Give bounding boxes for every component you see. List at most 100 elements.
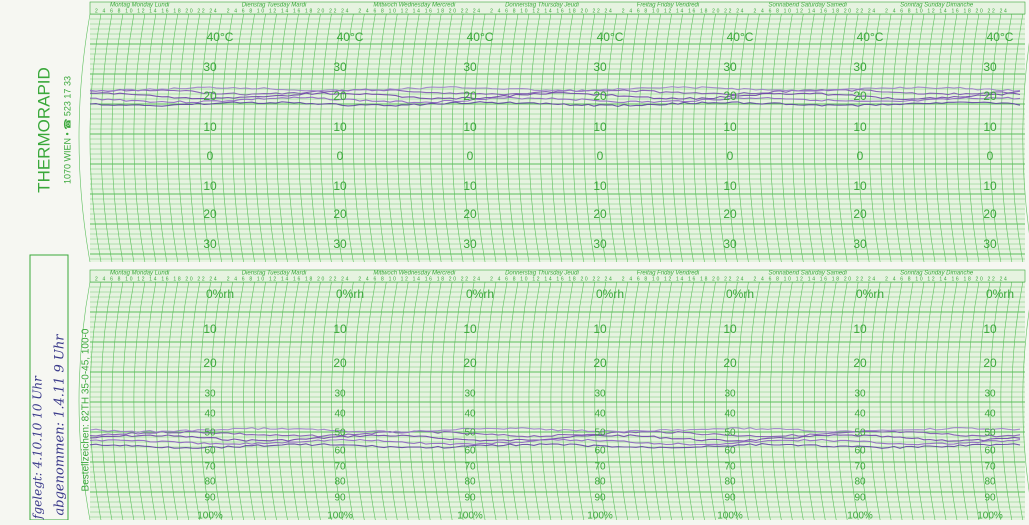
humidity-label: 90 [334, 493, 346, 504]
time-arc [353, 281, 365, 521]
hour-labels: 2 4 6 8 10 12 14 16 18 20 22 24 [490, 276, 612, 282]
time-arc [868, 281, 881, 521]
humidity-label: 10 [203, 322, 217, 336]
time-arc [78, 13, 91, 263]
humidity-label: 100% [327, 511, 353, 520]
time-arc [704, 281, 716, 521]
time-arc [385, 281, 398, 521]
time-arc [429, 281, 442, 521]
time-arc [726, 13, 738, 263]
day-label: Mittwoch Wednesday Mercredi [373, 271, 456, 277]
time-arc [671, 13, 683, 263]
time-arc [605, 13, 618, 263]
time-arc [396, 13, 409, 263]
time-arc [627, 281, 640, 521]
time-arc [89, 13, 102, 263]
temperature-label: 10 [463, 120, 477, 134]
trace [89, 88, 1021, 96]
time-arc [451, 13, 464, 263]
time-arc [594, 281, 607, 521]
time-arc [517, 281, 530, 521]
time-arc [934, 13, 947, 263]
temperature-label: 0 [857, 149, 864, 163]
day-label: Dienstag Tuesday Mardi [242, 271, 307, 277]
time-arc [331, 281, 343, 521]
time-arc [660, 281, 672, 521]
time-arc [945, 13, 958, 263]
time-arc [627, 13, 640, 263]
humidity-label: 20 [463, 356, 477, 370]
temperature-label: 30 [983, 60, 997, 74]
time-arc [265, 13, 277, 263]
humidity-label: 100% [847, 511, 873, 520]
humidity-label: 0%rh [466, 287, 494, 301]
temperature-label: 20 [983, 89, 997, 103]
temperature-label: 20 [593, 89, 607, 103]
temperature-label: 10 [203, 179, 217, 193]
temperature-label: 30 [333, 60, 347, 74]
time-arc [243, 281, 255, 521]
humidity-label: 50 [984, 428, 996, 439]
humidity-label: 80 [334, 477, 346, 488]
time-arc [956, 13, 969, 263]
humidity-label: 30 [334, 389, 346, 400]
time-arc [287, 281, 299, 521]
time-arc [298, 281, 310, 521]
time-arc [539, 281, 552, 521]
temperature-label: 0 [337, 149, 344, 163]
humidity-label: 90 [594, 493, 606, 504]
time-arc [857, 13, 870, 263]
humidity-label: 90 [464, 493, 476, 504]
temperature-label: 20 [853, 89, 867, 103]
address: 1070 WIEN • ☎ 523 17 33 [62, 76, 72, 184]
time-arc [737, 281, 749, 521]
humidity-label: 20 [983, 356, 997, 370]
hour-labels: 2 4 6 8 10 12 14 16 18 20 22 24 [95, 276, 217, 282]
time-arc [539, 13, 552, 263]
temperature-label: 40°C [987, 30, 1014, 44]
humidity-label: 70 [334, 462, 346, 473]
time-arc [375, 13, 387, 263]
temperature-label: 40°C [857, 30, 884, 44]
time-arc [111, 281, 124, 521]
humidity-label: 80 [854, 477, 866, 488]
temperature-label: 20 [203, 207, 217, 221]
humidity-label: 80 [204, 477, 216, 488]
time-arc [396, 281, 409, 521]
time-arc [824, 281, 837, 521]
time-arc [144, 13, 157, 263]
time-arc [835, 281, 848, 521]
time-arc [781, 281, 793, 521]
humidity-label: 70 [984, 462, 996, 473]
temperature-label: 10 [723, 120, 737, 134]
time-arc [879, 13, 892, 263]
day-label: Donnerstag Thursday Jeudi [505, 3, 579, 9]
humidity-label: 80 [464, 477, 476, 488]
temperature-label: 40°C [727, 30, 754, 44]
time-arc [989, 13, 1002, 263]
time-arc [572, 281, 585, 521]
day-band [89, 269, 1026, 283]
humidity-label: 0%rh [856, 287, 884, 301]
temperature-label: 0 [207, 149, 214, 163]
time-arc [759, 281, 771, 521]
time-arc [583, 13, 596, 263]
time-arc [912, 281, 925, 521]
time-arc [473, 281, 486, 521]
time-arc [561, 281, 574, 521]
time-arc [638, 281, 650, 521]
time-arc [550, 281, 563, 521]
time-arc [221, 13, 233, 263]
time-arc [462, 13, 475, 263]
humidity-label: 70 [204, 462, 216, 473]
humidity-label: 50 [724, 428, 736, 439]
time-arc [506, 13, 519, 263]
humidity-label: 40 [594, 409, 606, 420]
temperature-label: 40°C [337, 30, 364, 44]
time-arc [451, 281, 464, 521]
humidity-label: 40 [724, 409, 736, 420]
note: abgenommen: 1.4.11 9 Uhr [53, 334, 68, 516]
time-arc [440, 13, 453, 263]
humidity-label: 20 [203, 356, 217, 370]
order-code: Bestellzeichen: 82TH 35-0-45, 100-0 [81, 328, 92, 491]
